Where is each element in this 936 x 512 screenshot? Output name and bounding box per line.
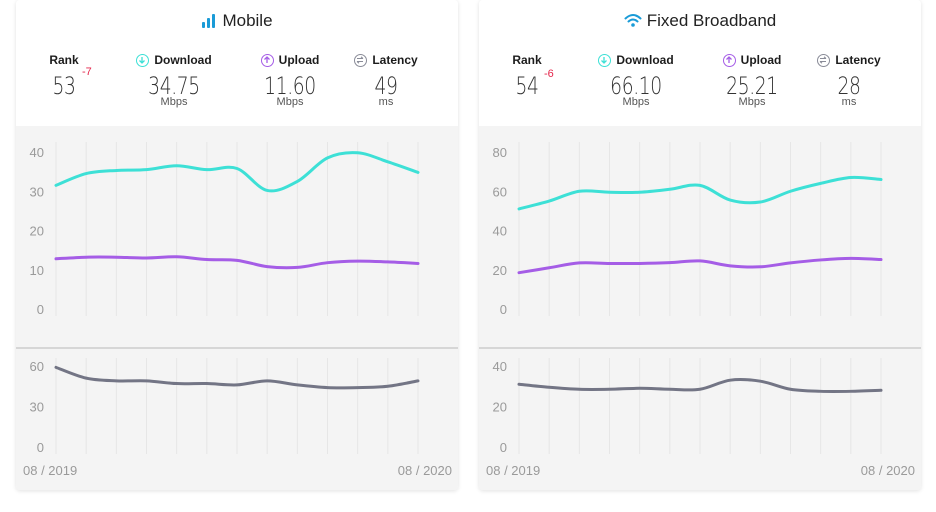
download-value: 34.75 [148, 72, 200, 100]
upload-arrow-icon [722, 53, 736, 67]
download-series-line [517, 175, 883, 211]
latency-label: Latency [835, 53, 881, 67]
latency-label: Latency [372, 53, 418, 67]
download-label: Download [616, 53, 674, 67]
download-arrow-icon [136, 53, 150, 67]
speed-y-tick-label: 20 [493, 263, 507, 278]
speed-y-tick-label: 40 [493, 224, 507, 239]
download-value: 66.10 [610, 72, 662, 100]
wifi-icon [624, 13, 642, 33]
rank-change: -7 [82, 66, 92, 78]
latency-stat: Latency 49 ms [336, 53, 436, 108]
latency-stat: Latency 28 ms [799, 53, 899, 108]
upload-unit: Mbps [738, 96, 766, 108]
speed-y-tick-label: 0 [37, 302, 44, 317]
latency-y-tick-label: 0 [37, 440, 44, 455]
speed-y-tick-label: 30 [30, 184, 44, 199]
latency-y-tick-label: 20 [493, 400, 507, 415]
latency-series-line [517, 378, 883, 394]
latency-series-line [54, 365, 420, 390]
rank-stat: Rank 54 [479, 53, 577, 100]
upload-label: Upload [740, 53, 782, 67]
rank-change: -6 [544, 68, 554, 80]
panel-header [479, 0, 921, 126]
upload-arrow-icon [260, 53, 274, 67]
rank-value: 53 [52, 72, 76, 100]
upload-stat: Upload 25.21 Mbps [702, 53, 802, 108]
latency-unit: ms [378, 96, 394, 108]
latency-y-tick-label: 40 [493, 359, 507, 374]
download-arrow-icon [598, 53, 612, 67]
latency-arrows-icon [354, 53, 368, 67]
latency-y-tick-label: 30 [30, 400, 44, 415]
upload-value: 11.60 [264, 72, 316, 100]
x-axis-end-label: 08 / 2020 [398, 463, 452, 478]
speed-y-tick-label: 80 [493, 145, 507, 160]
fixed-broadband-chart: 0 20 40 60 80 0 20 40 08 / 2019 08 / 2020 [479, 142, 921, 478]
latency-y-tick-label: 0 [500, 440, 507, 455]
latency-arrows-icon [817, 53, 831, 67]
download-stat: Download 66.10 Mbps [586, 53, 686, 108]
panel-title: Fixed Broadband [479, 11, 921, 33]
panel-header [16, 0, 458, 126]
panel-title-text: Mobile [222, 11, 273, 30]
speed-y-tick-label: 40 [30, 145, 44, 160]
download-unit: Mbps [160, 96, 188, 108]
speed-y-tick-label: 60 [493, 184, 507, 199]
rank-value: 54 [515, 72, 539, 100]
speed-y-tick-label: 0 [500, 302, 507, 317]
x-axis-start-label: 08 / 2019 [23, 463, 77, 478]
speed-y-tick-label: 20 [30, 224, 44, 239]
latency-y-tick-label: 60 [30, 359, 44, 374]
upload-series-line [517, 256, 883, 275]
upload-series-line [54, 255, 420, 270]
upload-unit: Mbps [276, 96, 304, 108]
rank-label: Rank [512, 53, 542, 67]
panel-title: Mobile [16, 11, 458, 33]
fixed-broadband-panel: Fixed Broadband Rank 54 -6 Download 66.1… [479, 0, 921, 490]
rank-stat: Rank 53 [16, 53, 114, 100]
x-axis-end-label: 08 / 2020 [861, 463, 915, 478]
download-stat: Download 34.75 Mbps [124, 53, 224, 108]
mobile-chart: 0 10 20 30 40 0 30 60 08 / 2019 08 / 2020 [16, 142, 458, 478]
signal-bars-icon [201, 13, 217, 33]
x-axis-start-label: 08 / 2019 [486, 463, 540, 478]
latency-value: 28 [837, 72, 861, 100]
download-unit: Mbps [622, 96, 650, 108]
upload-stat: Upload 11.60 Mbps [240, 53, 340, 108]
latency-value: 49 [374, 72, 398, 100]
download-label: Download [154, 53, 212, 67]
download-series-line [54, 151, 420, 193]
mobile-panel: Mobile Rank 53 -7 Download 34.75 Mbps Up… [16, 0, 458, 490]
upload-label: Upload [278, 53, 320, 67]
speed-y-tick-label: 10 [30, 263, 44, 278]
latency-unit: ms [841, 96, 857, 108]
rank-label: Rank [49, 53, 79, 67]
upload-value: 25.21 [726, 72, 778, 100]
panel-title-text: Fixed Broadband [646, 11, 777, 30]
